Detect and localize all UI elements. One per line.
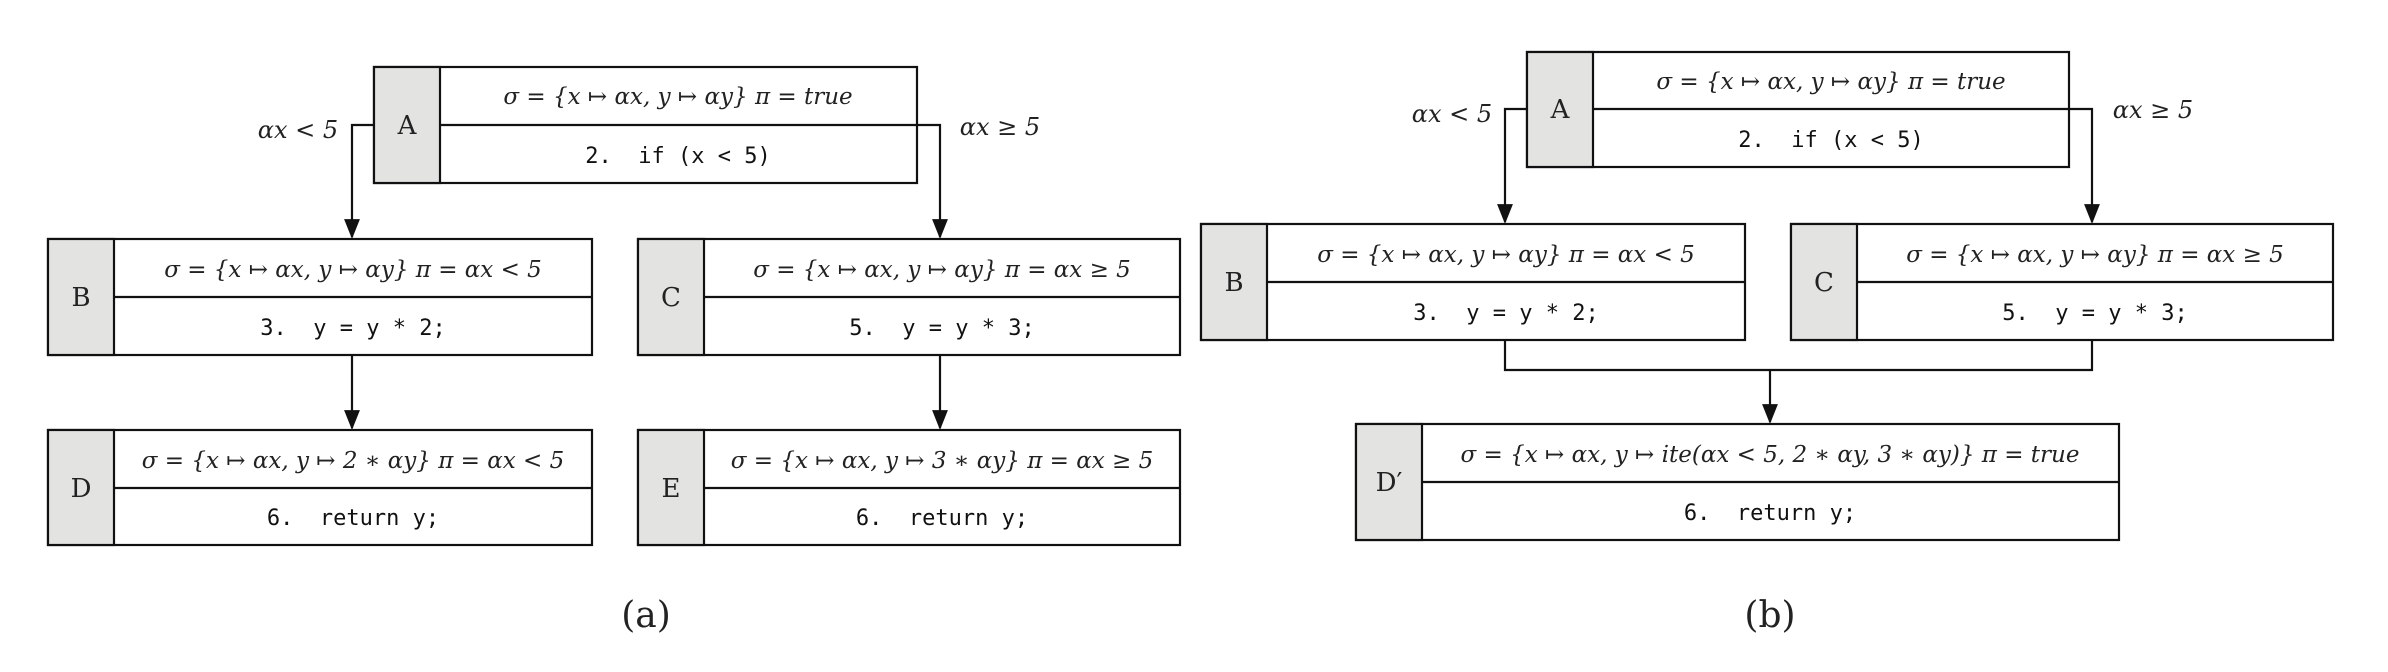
node-state: σ = {x ↦ αx, y ↦ αy} π = αx < 5 [164,257,542,283]
node-code: 6. return y; [1684,501,1856,526]
node-label: B [71,283,90,313]
node-state: σ = {x ↦ αx, y ↦ αy} π = true [1656,69,2005,95]
panel-caption: (b) [1744,595,1795,636]
node-state: σ = {x ↦ αx, y ↦ αy} π = αx ≥ 5 [753,257,1131,283]
node-label: C [1814,268,1834,298]
panel-a-node-a: A σ = {x ↦ αx, y ↦ αy} π = true 2. if (x… [372,65,919,185]
edge-condition-left: αx < 5 [1412,100,1492,128]
panel-a-node-e: E σ = {x ↦ αx, y ↦ 3 ∗ αy} π = αx ≥ 5 6.… [636,428,1182,547]
node-label: B [1224,268,1243,298]
panel-a-node-d: D σ = {x ↦ αx, y ↦ 2 ∗ αy} π = αx < 5 6.… [46,428,594,547]
panel-b-node-c: C σ = {x ↦ αx, y ↦ αy} π = αx ≥ 5 5. y =… [1789,222,2335,342]
node-code: 3. y = y * 2; [260,316,445,341]
panel-b-node-a: A σ = {x ↦ αx, y ↦ αy} π = true 2. if (x… [1525,50,2071,169]
node-state: σ = {x ↦ αx, y ↦ ite(αx < 5, 2 ∗ αy, 3 ∗… [1461,442,2080,468]
edge-a-to-c [2069,107,2100,224]
node-state: σ = {x ↦ αx, y ↦ αy} π = αx < 5 [1317,242,1695,268]
node-state: σ = {x ↦ αx, y ↦ αy} π = true [503,84,852,110]
node-code: 2. if (x < 5) [585,144,770,169]
node-state: σ = {x ↦ αx, y ↦ 3 ∗ αy} π = αx ≥ 5 [731,448,1154,474]
node-label: A [397,111,418,141]
panel-a: A σ = {x ↦ αx, y ↦ αy} π = true 2. if (x… [46,65,1182,636]
node-code: 6. return y; [856,506,1028,531]
panel-b-node-b: B σ = {x ↦ αx, y ↦ αy} π = αx < 5 3. y =… [1199,222,1747,342]
node-label: A [1550,95,1571,125]
edge-condition-right: αx ≥ 5 [960,113,1040,141]
node-code: 2. if (x < 5) [1738,128,1923,153]
node-label: E [662,474,681,504]
node-label: D [71,474,92,504]
node-code: 3. y = y * 2; [1413,301,1598,326]
node-label: D′ [1376,468,1403,498]
panel-a-node-c: C σ = {x ↦ αx, y ↦ αy} π = αx ≥ 5 5. y =… [636,237,1182,357]
node-state: σ = {x ↦ αx, y ↦ αy} π = αx ≥ 5 [1906,242,2284,268]
edge-a-to-b [1497,107,1527,224]
edge-b-merge [1503,340,2094,372]
edge-a-to-c [917,123,948,239]
node-label: C [661,283,681,313]
node-code: 5. y = y * 3; [849,316,1034,341]
panel-a-node-b: B σ = {x ↦ αx, y ↦ αy} π = αx < 5 3. y =… [46,237,594,357]
panel-b: A σ = {x ↦ αx, y ↦ αy} π = true 2. if (x… [1199,50,2335,636]
node-state: σ = {x ↦ αx, y ↦ 2 ∗ αy} π = αx < 5 [142,448,565,474]
edge-condition-left: αx < 5 [258,116,338,144]
edge-condition-right: αx ≥ 5 [2113,96,2193,124]
node-code: 5. y = y * 3; [2002,301,2187,326]
edge-a-to-b [344,123,374,239]
panel-caption: (a) [621,595,671,636]
panel-b-node-d-prime: D′ σ = {x ↦ αx, y ↦ ite(αx < 5, 2 ∗ αy, … [1354,422,2121,542]
node-code: 6. return y; [267,506,439,531]
